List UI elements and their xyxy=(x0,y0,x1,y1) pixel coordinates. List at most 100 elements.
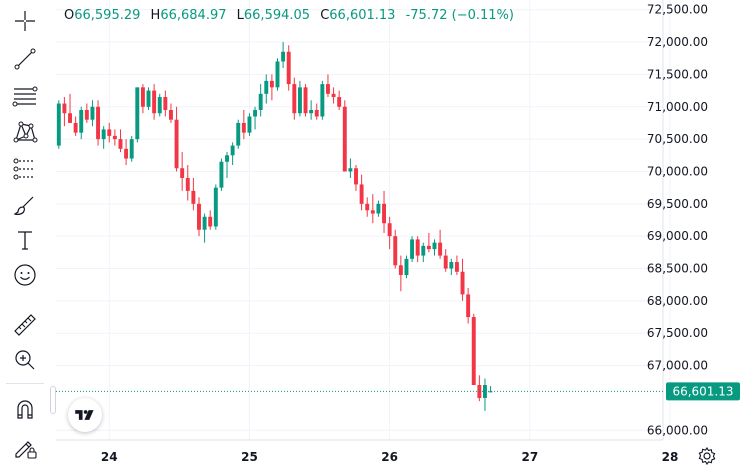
candle-body xyxy=(354,168,358,185)
candle-body xyxy=(382,203,386,224)
candle xyxy=(236,119,241,149)
candle-body xyxy=(426,245,431,250)
emoji-tool[interactable] xyxy=(8,260,42,290)
candle xyxy=(191,177,196,211)
price-tick-label: 72,500.00 xyxy=(647,3,708,17)
candle xyxy=(90,100,95,127)
candle-body xyxy=(438,242,443,256)
candle xyxy=(135,87,140,143)
chart-grid xyxy=(56,0,671,440)
forecast-tool[interactable] xyxy=(8,154,42,184)
candle xyxy=(163,90,168,117)
price-axis[interactable]: 72,500.00 72,000.00 71,500.00 71,000.00 70,5… xyxy=(647,3,708,438)
candle xyxy=(241,110,246,140)
candle-body xyxy=(359,184,364,204)
time-tick-label: 26 xyxy=(381,450,398,464)
low-value: 66,594.05 xyxy=(243,8,311,23)
candle-body xyxy=(314,110,319,117)
price-tick-label: 67,000.00 xyxy=(647,359,708,373)
candle-body xyxy=(140,87,145,107)
toolbar-separator xyxy=(6,383,44,384)
candle-body xyxy=(112,135,117,140)
candle xyxy=(342,100,347,172)
candle xyxy=(438,229,443,259)
gear-icon[interactable] xyxy=(697,446,717,466)
measure-tool[interactable] xyxy=(8,310,42,340)
candle xyxy=(454,255,459,275)
lock-drawings-tool[interactable] xyxy=(8,432,42,462)
candle-body xyxy=(337,97,342,107)
trend-line-tool[interactable] xyxy=(8,44,42,74)
candle xyxy=(488,385,493,393)
lock-pencil-icon xyxy=(15,441,37,459)
candle-body xyxy=(230,145,235,156)
candle xyxy=(213,184,218,230)
candle xyxy=(460,258,465,301)
candle-body xyxy=(331,93,336,98)
candle xyxy=(320,80,325,120)
ruler-icon xyxy=(14,314,36,336)
candle-body xyxy=(68,113,72,123)
candle xyxy=(140,84,145,114)
tradingview-logo[interactable] xyxy=(68,398,102,432)
candle-body xyxy=(236,122,241,146)
current-price-tag: 66,601.13 xyxy=(666,382,740,401)
candle-body xyxy=(376,203,381,214)
emoji-icon xyxy=(14,264,36,286)
time-axis[interactable]: 24 25 26 27 28 xyxy=(101,450,678,464)
candle xyxy=(354,165,358,191)
close-label: C xyxy=(320,8,330,23)
candle-body xyxy=(365,203,370,211)
price-tick-label: 72,000.00 xyxy=(647,35,708,49)
candle xyxy=(185,165,190,201)
pattern-tool[interactable] xyxy=(8,117,42,147)
candle-body xyxy=(348,168,353,172)
candle xyxy=(314,103,319,120)
candle xyxy=(432,239,437,256)
candle-body xyxy=(253,110,258,117)
magnet-tool[interactable] xyxy=(8,395,42,425)
crosshair-tool[interactable] xyxy=(8,6,42,36)
price-tick-label: 69,500.00 xyxy=(647,197,708,211)
candle xyxy=(303,84,308,117)
candle-body xyxy=(393,236,398,266)
price-tick-label: 71,000.00 xyxy=(647,100,708,114)
candle xyxy=(118,129,123,153)
text-tool[interactable] xyxy=(8,225,42,255)
current-price-label: 66,601.13 xyxy=(672,384,733,398)
candle xyxy=(258,84,263,117)
price-tick-label: 70,000.00 xyxy=(647,164,708,178)
toolbar-collapse-handle[interactable] xyxy=(50,386,56,414)
candle xyxy=(365,197,370,217)
price-tick-label: 68,000.00 xyxy=(647,294,708,308)
candle xyxy=(359,174,364,211)
candle xyxy=(449,258,454,275)
zoom-tool[interactable] xyxy=(8,345,42,375)
candle-body xyxy=(471,317,476,385)
candle-body xyxy=(342,106,347,172)
time-tick-label: 28 xyxy=(662,450,679,464)
candle xyxy=(197,197,201,237)
candle-body xyxy=(297,87,302,114)
candle xyxy=(84,103,89,123)
candle xyxy=(152,84,157,120)
candle-body xyxy=(432,242,437,250)
candle-body xyxy=(135,87,140,140)
candle xyxy=(275,58,280,91)
candle-body xyxy=(124,148,129,159)
candle-body xyxy=(387,223,392,237)
time-tick-label: 27 xyxy=(521,450,538,464)
candle-body xyxy=(84,110,89,120)
candle xyxy=(208,210,213,230)
candle-body xyxy=(107,129,112,136)
candle xyxy=(73,116,78,136)
price-tick-label: 68,500.00 xyxy=(647,262,708,276)
candle-body xyxy=(292,84,297,114)
fib-tool[interactable] xyxy=(8,82,42,112)
low-label: L xyxy=(236,8,244,23)
candle-body xyxy=(241,122,246,133)
candle xyxy=(168,103,173,123)
candles xyxy=(56,42,493,411)
brush-tool[interactable] xyxy=(8,190,42,220)
